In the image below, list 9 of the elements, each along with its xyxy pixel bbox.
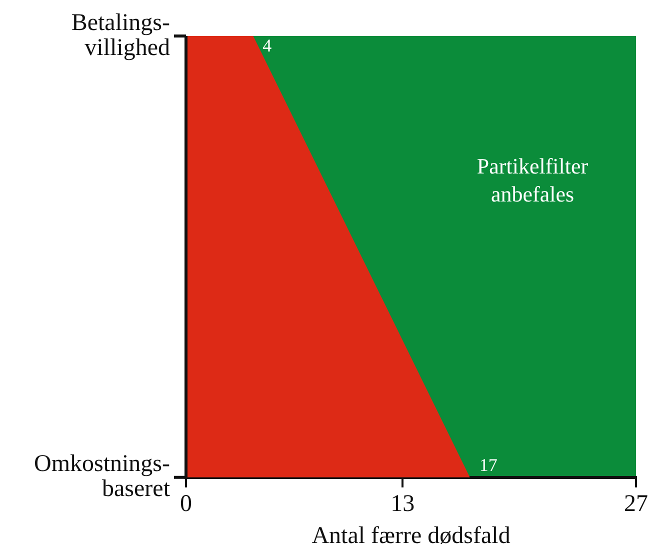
text: Betalings-villighed [71, 10, 170, 61]
x-tick-label: 27 [624, 491, 648, 518]
annotation: 17 [479, 455, 498, 476]
x-tick-label: 0 [180, 491, 192, 518]
annotation: 4 [262, 36, 272, 56]
band-label: Partikelfilter anbefales [476, 153, 589, 206]
x-axis-title: Antal færre dødsfald [312, 522, 510, 549]
x-tick-label: 13 [390, 491, 415, 518]
text: Omkostnings-baseret [34, 451, 170, 502]
